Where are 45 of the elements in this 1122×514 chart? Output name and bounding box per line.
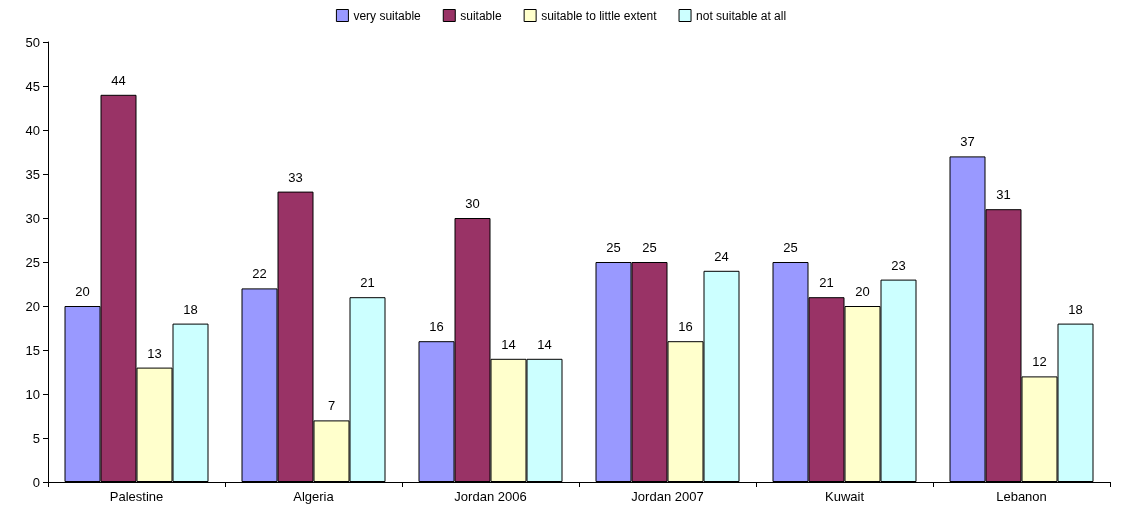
data-label: 22 [252, 266, 267, 282]
data-label: 37 [960, 134, 975, 150]
x-tick-label: Palestine [109, 489, 164, 504]
y-tick-label: 5 [32, 430, 40, 446]
data-label: 13 [147, 345, 162, 361]
data-label: 23 [891, 257, 906, 273]
y-tick-label: 30 [25, 210, 40, 226]
data-label: 24 [714, 248, 729, 264]
data-label: 12 [1032, 354, 1047, 370]
y-tick-label: 40 [25, 122, 40, 138]
data-label: 44 [111, 72, 126, 88]
data-label: 25 [606, 240, 621, 255]
x-tick-label: Jordan 2006 [454, 489, 527, 504]
data-label: 25 [642, 240, 657, 255]
legend-label: suitable [460, 8, 502, 23]
data-label: 20 [75, 284, 90, 299]
data-label: 14 [501, 336, 516, 352]
legend-label: suitable to little extent [541, 8, 658, 23]
data-label: 33 [288, 169, 303, 185]
data-label: 30 [465, 196, 480, 211]
data-label: 31 [996, 187, 1011, 203]
y-tick-label: 15 [25, 342, 40, 358]
x-tick-label: Jordan 2007 [631, 489, 704, 504]
x-tick-label: Lebanon [996, 489, 1047, 504]
y-tick-label: 25 [25, 254, 40, 270]
data-label: 18 [183, 301, 198, 317]
data-label: 16 [429, 319, 444, 335]
y-tick-label: 35 [25, 166, 40, 182]
data-label: 16 [678, 319, 693, 335]
y-tick-label: 10 [25, 386, 40, 402]
y-tick-label: 50 [25, 34, 40, 50]
legend-label: very suitable [353, 8, 422, 23]
data-label: 14 [537, 336, 552, 352]
x-tick-label: Kuwait [824, 489, 865, 504]
data-label: 21 [819, 275, 834, 291]
x-tick-label: Algeria [293, 489, 335, 504]
data-label: 21 [360, 275, 375, 291]
y-tick-label: 20 [25, 298, 40, 314]
data-label: 18 [1068, 301, 1083, 317]
data-label: 20 [855, 284, 870, 299]
data-label: 25 [783, 240, 798, 255]
legend-label: not suitable at all [696, 8, 787, 23]
data-label: 7 [327, 398, 336, 414]
y-tick-label: 45 [25, 78, 40, 94]
y-tick-label: 0 [32, 474, 40, 490]
